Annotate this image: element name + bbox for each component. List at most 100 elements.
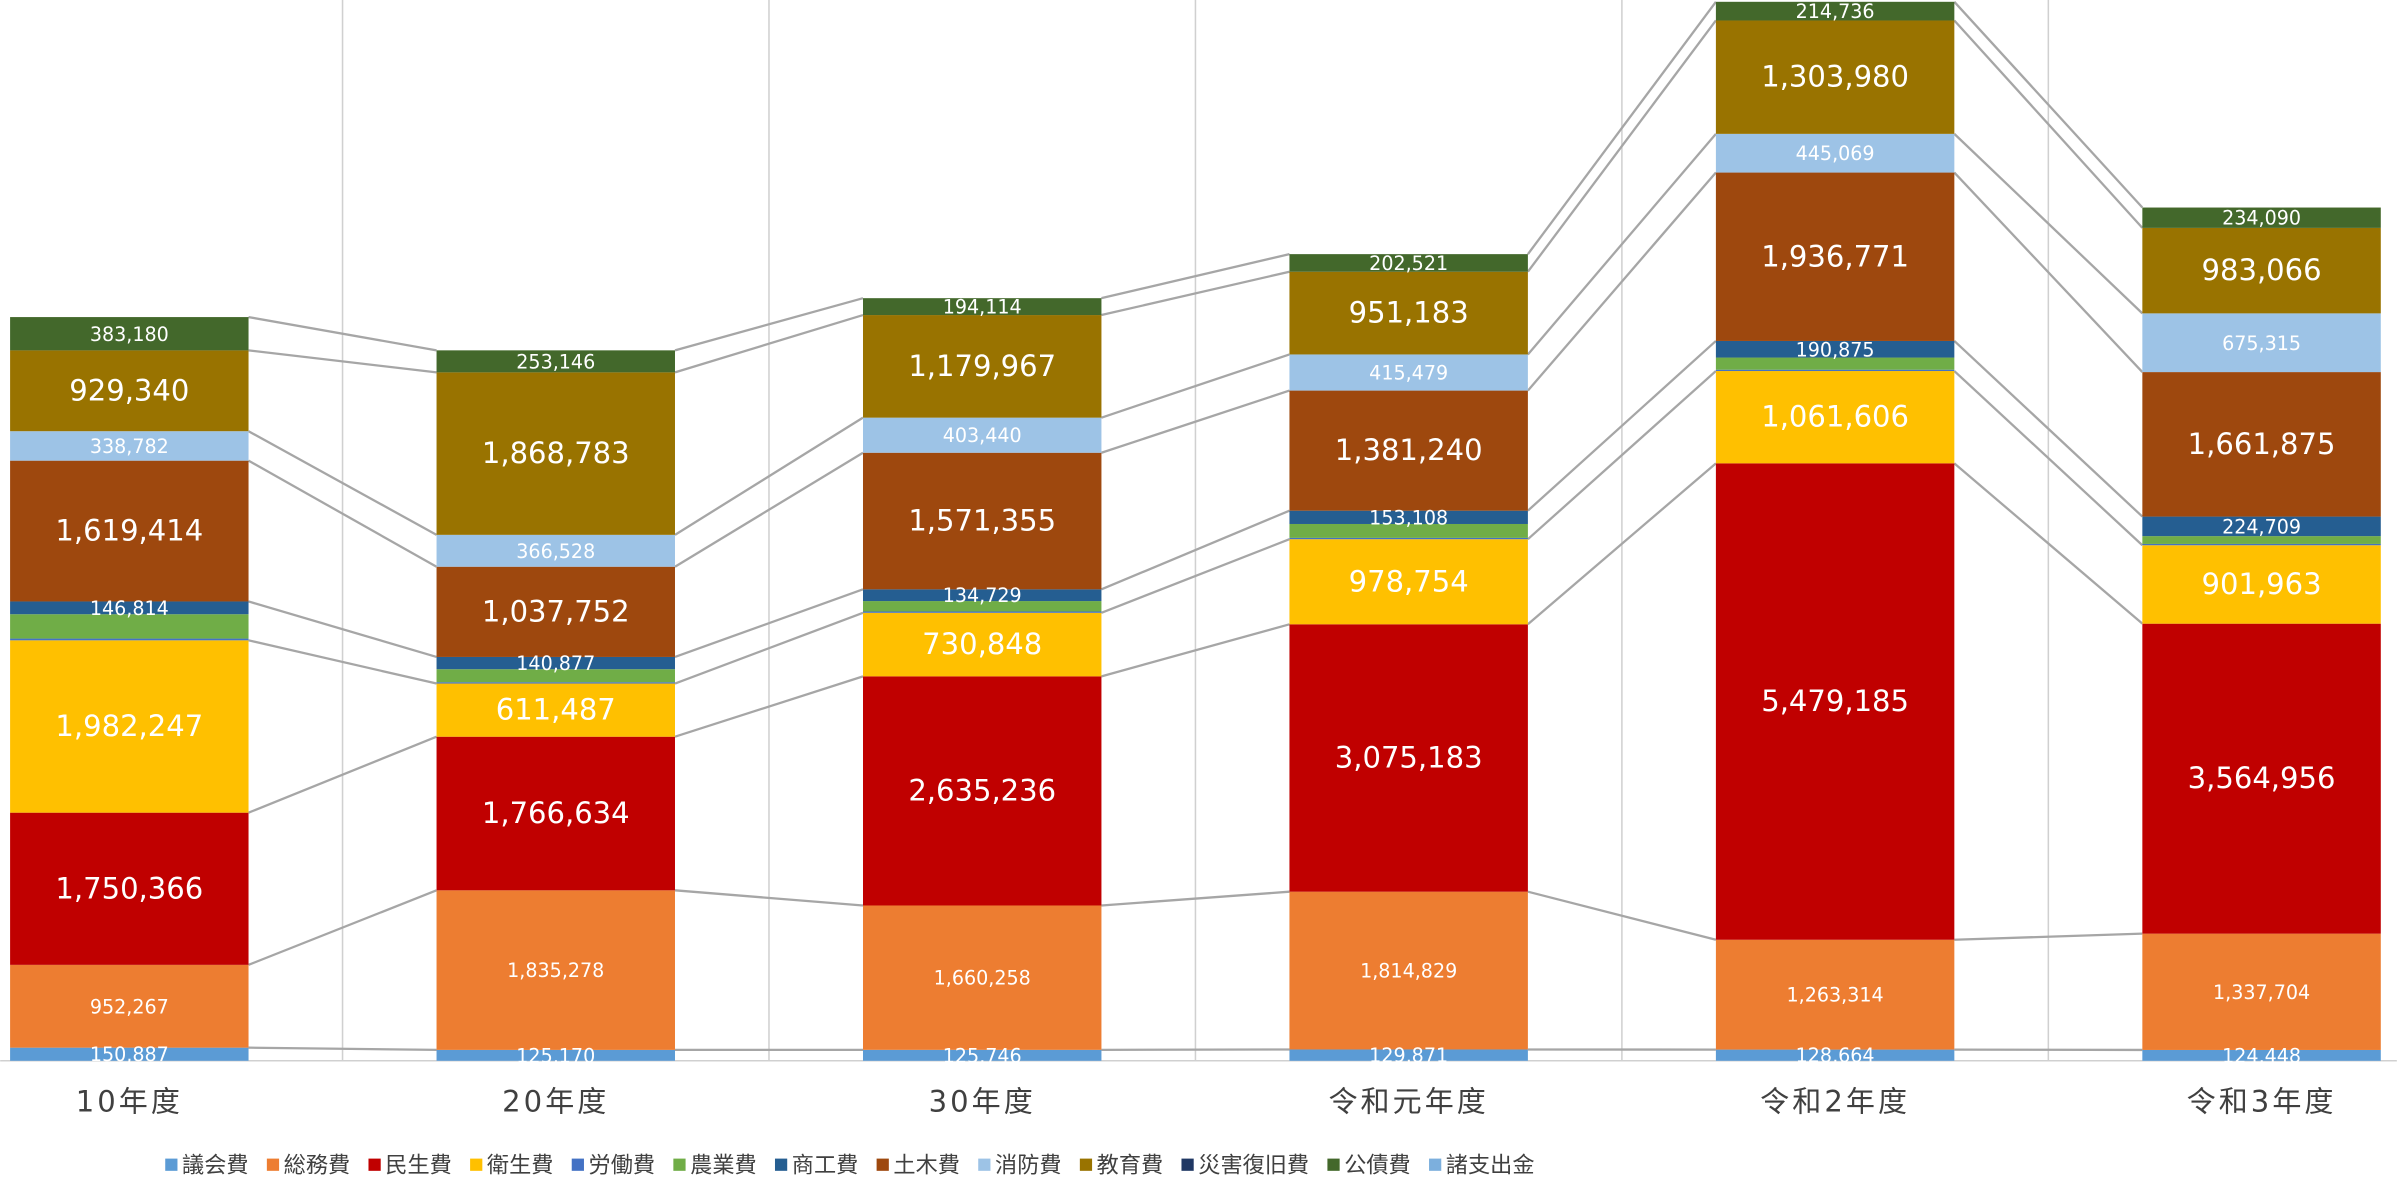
bar-segment [2142,543,2381,546]
bar-segment [2142,545,2381,624]
bar-segment [2142,536,2381,544]
data-label: 194,114 [943,296,1022,319]
bar-segment [436,736,675,891]
data-label: 1,571,355 [908,504,1056,538]
data-label: 1,814,829 [1360,960,1457,983]
connector [247,459,438,568]
legend-swatch [1429,1158,1442,1171]
legend-label: 衛生費 [487,1153,553,1179]
bar-segment [1715,357,1955,370]
connector [1101,623,1290,678]
bar-segment [10,1047,249,1061]
connector [1953,462,2144,625]
data-label: 1,381,240 [1335,433,1483,467]
bar-segment [10,640,249,813]
legend: 議会費 総務費 民生費 衛生費 労働費 農業費 商工費 土木費 消防費 教育費 災害復旧費 公債費 諸支… [165,1153,1534,1179]
bar-segment [2142,623,2381,934]
bar-segment [2142,207,2381,228]
data-label: 445,069 [1796,142,1875,165]
data-label: 1,303,980 [1761,60,1909,94]
bar-segment [1715,1,1955,21]
connector [1100,509,1290,591]
bar-segment [862,905,1102,1050]
data-label: 1,337,704 [2213,981,2310,1004]
data-label: 978,754 [1349,564,1469,598]
legend-label: 公債費 [1344,1153,1410,1179]
bar-segment [10,460,249,602]
bar-segment [1289,271,1528,355]
bar-segment [2142,372,2381,517]
bar-segment [862,601,1102,612]
connectors [247,1,2144,1052]
data-label: 983,066 [2202,253,2322,287]
data-label: 3,075,183 [1335,741,1483,775]
bar-segment [436,1049,675,1061]
connector [1527,340,1717,512]
connector [674,297,864,352]
data-label: 125,746 [943,1044,1022,1067]
connector [247,430,438,536]
legend-swatch [266,1158,280,1171]
bar-segment [1289,254,1528,272]
bar-segment [862,612,1102,677]
legend-label: 土木費 [893,1153,959,1179]
connector [1953,340,2144,518]
bar-segment [1715,172,1955,341]
bar-segment [1715,463,1955,940]
legend-swatch [1327,1158,1340,1171]
data-label: 3,564,956 [2188,761,2336,795]
data-label: 234,090 [2222,207,2301,230]
legend-swatch [673,1158,686,1171]
data-label: 134,729 [943,584,1022,607]
bar-segment [2142,313,2381,373]
connector [248,639,437,685]
bar-segment [862,589,1102,602]
legend-swatch [978,1158,991,1171]
connector [1101,389,1290,454]
connector [1954,932,2143,941]
x-tick-label: 20年度 [502,1085,609,1119]
data-label: 214,736 [1796,0,1875,23]
data-label: 611,487 [496,693,616,727]
bar-segment [1715,939,1955,1050]
connector [674,611,864,685]
connector [248,1046,437,1052]
legend-label: 民生費 [385,1153,451,1179]
data-label: 1,835,278 [507,959,604,982]
bar-segment [862,315,1102,418]
bar-segment [436,682,675,684]
data-label: 1,982,247 [55,709,203,743]
connector [1527,462,1717,626]
data-label: 383,180 [90,323,169,346]
bar-segment [1715,20,1955,134]
legend-swatch [1181,1158,1194,1171]
bar-segment [436,566,675,657]
data-label: 1,660,258 [934,967,1031,990]
data-label: 190,875 [1796,338,1875,361]
data-label: 129,871 [1369,1044,1448,1067]
legend-swatch [470,1158,483,1171]
data-label: 5,479,185 [1761,684,1909,718]
bar-segment [1715,133,1955,173]
bar-segment [436,372,675,535]
connector [248,315,437,352]
connector [1527,890,1717,941]
data-label: 929,340 [69,373,189,407]
legend-swatch [571,1158,584,1171]
data-label: 153,108 [1369,506,1448,529]
legend-label: 災害復旧費 [1198,1153,1309,1179]
bar-segment [2142,227,2381,314]
data-label: 2,635,236 [908,773,1056,807]
bar-segment [10,638,249,641]
connector [674,313,864,374]
connector [248,735,437,814]
connector [1101,270,1290,317]
bar-segment [436,669,675,683]
connector [1953,171,2144,373]
bar-segment [2142,516,2381,537]
bar-segment [10,350,249,432]
bar-segment [1289,891,1528,1050]
bar-segment [10,614,249,639]
bar-segment [10,964,249,1048]
